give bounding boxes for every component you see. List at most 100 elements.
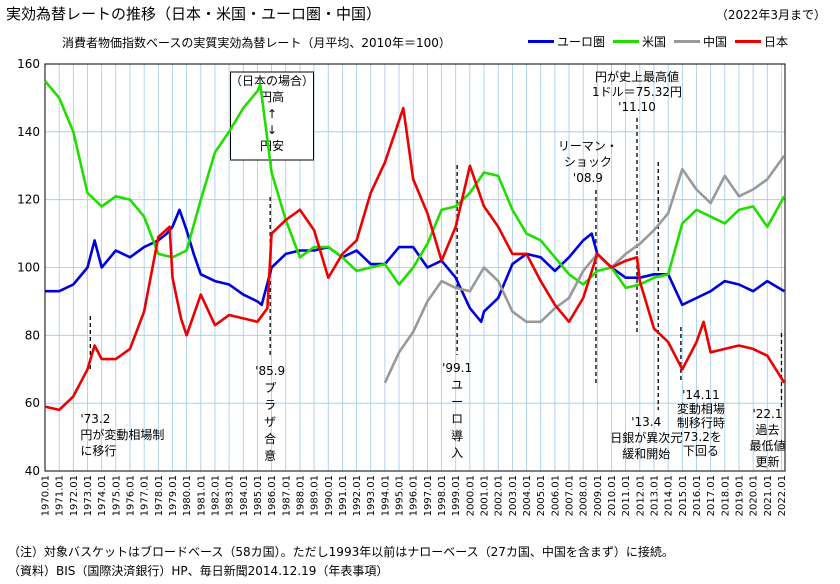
x-tick-label: 1979.01 <box>168 475 179 516</box>
legend-swatch <box>735 40 762 43</box>
x-tick-label: 1986.01 <box>267 475 278 516</box>
footnote-note: （注）対象バスケットはブロードベース（58カ国）。ただし1993年以前はナローベ… <box>8 545 674 559</box>
annotation-text: '22.1 <box>752 407 782 421</box>
annotation-text: ラ <box>264 398 276 412</box>
x-tick-label: 2011.01 <box>621 475 632 516</box>
x-tick-label: 1988.01 <box>295 475 306 516</box>
y-tick-label: 80 <box>25 328 40 342</box>
x-tick-label: 1992.01 <box>352 475 363 516</box>
annotation-text: 更新 <box>755 454 779 469</box>
x-tick-label: 1989.01 <box>310 475 321 516</box>
x-tick-label: 1976.01 <box>125 475 136 516</box>
annotation-text: '73.2 <box>80 412 110 426</box>
footnote-source: （資料）BIS（国際決済銀行）HP、毎日新聞2014.12.19（年表事項） <box>8 564 389 578</box>
legend-label: 米国 <box>642 35 667 49</box>
y-tick-label: 60 <box>25 396 40 410</box>
legend-swatch <box>528 40 554 43</box>
annotation-text: 変動相場 <box>677 401 725 416</box>
x-tick-label: 2019.01 <box>734 475 745 516</box>
annotation-text: 円が史上最高値 <box>595 69 679 84</box>
x-tick-label: 2013.01 <box>649 475 660 516</box>
x-tick-label: 1970.01 <box>41 475 52 516</box>
x-tick-label: 2021.01 <box>763 475 774 516</box>
legend: ユーロ圏 米国 中国 日本 <box>528 33 788 50</box>
x-tick-label: 2018.01 <box>720 475 731 516</box>
annotation-text: '85.9 <box>255 364 285 378</box>
legend-item: 米国 <box>613 33 666 50</box>
x-tick-label: 2010.01 <box>607 475 618 516</box>
y-tick-label: 120 <box>17 193 40 207</box>
x-tick-label: 1991.01 <box>338 475 349 516</box>
x-tick-label: 2007.01 <box>565 475 576 516</box>
legend-swatch <box>613 40 640 43</box>
x-tick-label: 2020.01 <box>749 475 760 516</box>
annotation-text: 意 <box>264 448 276 463</box>
legend-swatch <box>674 40 701 43</box>
footnotes: （注）対象バスケットはブロードベース（58カ国）。ただし1993年以前はナローベ… <box>8 543 674 581</box>
y-tick-label: 160 <box>17 57 40 71</box>
x-tick-label: 2016.01 <box>692 475 703 516</box>
annotation-text: ショック <box>564 155 612 169</box>
series-line-中国 <box>383 154 786 384</box>
chart-subtitle: 消費者物価指数ベースの実質実効為替レート（月平均、2010年＝100） <box>62 36 451 50</box>
legend-item: 中国 <box>674 33 727 50</box>
range-note: （2022年3月まで） <box>715 8 826 22</box>
legend-item: 日本 <box>735 33 788 50</box>
annotation-text: 入 <box>451 446 463 460</box>
x-tick-label: 1983.01 <box>225 475 236 516</box>
x-tick-label: 2022.01 <box>777 475 788 516</box>
x-tick-label: 2003.01 <box>508 475 519 516</box>
x-tick-label: 1987.01 <box>281 475 292 516</box>
x-tick-label: 1978.01 <box>154 475 165 516</box>
x-tick-label: 2015.01 <box>678 475 689 516</box>
annotation-text: '08.9 <box>573 171 603 185</box>
annotation-text: '14.11 <box>682 388 720 402</box>
annotation-text: '11.10 <box>618 100 656 114</box>
x-tick-label: 2008.01 <box>579 475 590 516</box>
x-tick-label: 2012.01 <box>635 475 646 516</box>
annotation-text: 緩和開始 <box>622 447 670 461</box>
x-tick-label: 2004.01 <box>522 475 533 516</box>
line-chart: 1970.01 1971.01 1972.01 1973.01 1974.01 1975.… <box>17 57 788 516</box>
annotation-text: ロ <box>451 412 463 426</box>
annotation-text: 円が変動相場制 <box>80 427 164 442</box>
y-tick-label: 140 <box>17 125 40 139</box>
annotation-text: リーマン・ <box>558 139 618 153</box>
x-tick-label: 1982.01 <box>210 475 221 516</box>
x-tick-label: 1975.01 <box>111 475 122 516</box>
x-tick-label: 1997.01 <box>423 475 434 516</box>
chart-title: 実効為替レートの推移（日本・米国・ユーロ圏・中国） <box>6 5 382 23</box>
x-tick-label: 2001.01 <box>480 475 491 516</box>
x-tick-label: 1981.01 <box>196 475 207 516</box>
legend-label: ユーロ圏 <box>557 35 606 49</box>
x-tick-label: 1993.01 <box>366 475 377 516</box>
x-tick-label: 1972.01 <box>69 475 80 516</box>
x-tick-label: 1990.01 <box>324 475 335 516</box>
x-tick-label: 1995.01 <box>395 475 406 516</box>
x-tick-label: 2017.01 <box>706 475 717 516</box>
y-tick-label: 100 <box>17 261 40 275</box>
annotation-text: 合 <box>264 431 276 446</box>
legend-label: 日本 <box>764 35 789 49</box>
x-tick-label: 1971.01 <box>55 475 66 516</box>
annotation-text: 過去 <box>755 423 779 437</box>
annotation-text: 導 <box>451 429 463 443</box>
annotation-text: 1ドル＝75.32円 <box>592 85 682 99</box>
annotation-text: 日銀が異次元 <box>610 430 682 445</box>
x-tick-label: 2009.01 <box>593 475 604 516</box>
x-tick-label: 1974.01 <box>97 475 108 516</box>
x-tick-label: 2014.01 <box>664 475 675 516</box>
inset-text: 円安 <box>260 138 284 153</box>
annotation-text: に移行 <box>80 444 116 458</box>
annotation-text: '13.4 <box>631 415 661 429</box>
inset-text: ↓ <box>267 123 277 137</box>
annotation-text: ー <box>451 395 463 409</box>
annotation-text: プ <box>264 381 276 395</box>
x-tick-label: 1977.01 <box>140 475 151 516</box>
x-tick-label: 1994.01 <box>380 475 391 516</box>
x-tick-label: 2006.01 <box>550 475 561 516</box>
y-tick-label: 40 <box>25 464 40 478</box>
annotation-text: '99.1 <box>442 361 472 375</box>
annotation-text: 最低値 <box>749 438 785 453</box>
inset-text: 円高 <box>260 89 284 104</box>
